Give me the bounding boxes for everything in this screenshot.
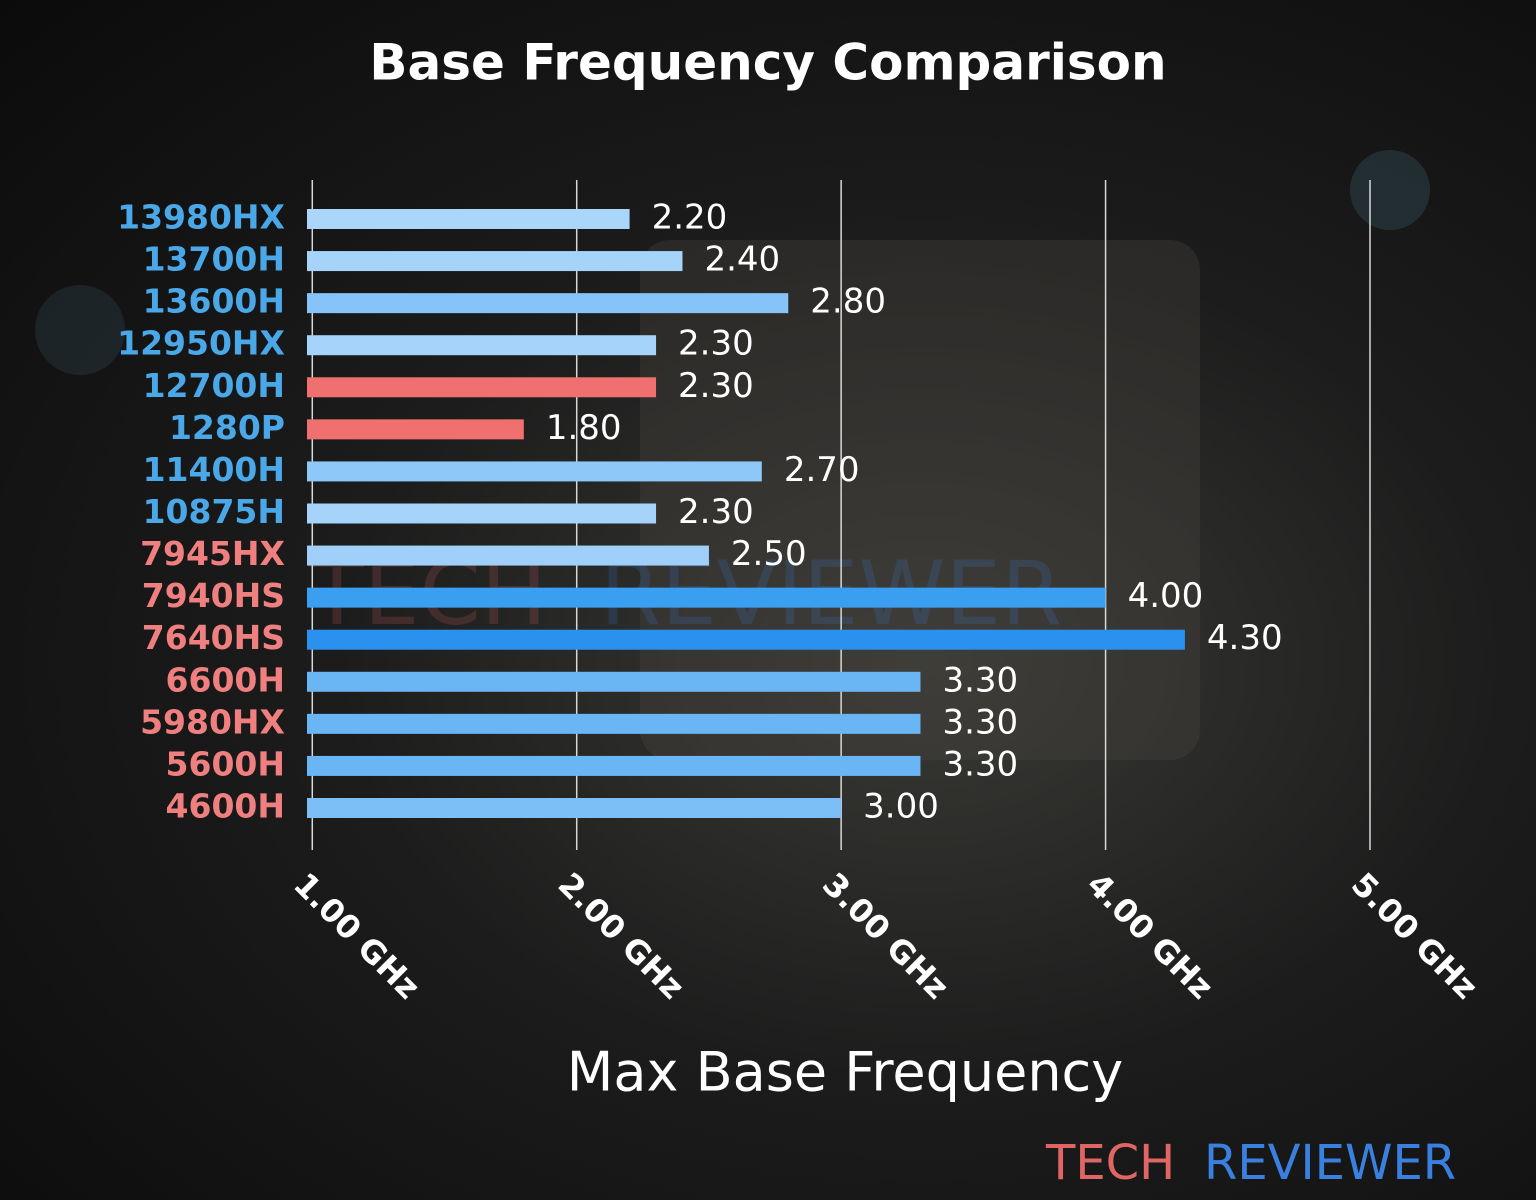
x-tick-label: 2.00 GHz bbox=[551, 865, 692, 1006]
bar bbox=[307, 545, 709, 566]
value-label: 1.80 bbox=[546, 408, 622, 448]
x-tick-label: 1.00 GHz bbox=[286, 865, 427, 1006]
y-tick-label: 13980HX bbox=[117, 198, 285, 237]
value-label: 2.80 bbox=[810, 282, 886, 322]
y-tick-label: 11400H bbox=[143, 450, 285, 489]
x-tick-label: 4.00 GHz bbox=[1080, 865, 1221, 1006]
value-label: 2.30 bbox=[678, 492, 754, 532]
value-label: 2.20 bbox=[652, 198, 728, 238]
y-tick-label: 10875H bbox=[143, 492, 285, 531]
y-tick-label: 12700H bbox=[143, 366, 285, 405]
value-label: 2.30 bbox=[678, 324, 754, 364]
value-label: 4.00 bbox=[1128, 576, 1204, 616]
background-shape bbox=[1350, 150, 1430, 230]
value-label: 2.50 bbox=[731, 534, 807, 574]
y-tick-label: 5600H bbox=[166, 744, 285, 783]
background-shape bbox=[35, 285, 125, 375]
y-tick-label: 5980HX bbox=[140, 702, 285, 741]
y-tick-label: 7940HS bbox=[142, 576, 285, 615]
y-tick-label: 7945HX bbox=[140, 534, 285, 573]
bar bbox=[307, 461, 762, 482]
bar bbox=[307, 755, 921, 776]
value-label: 2.40 bbox=[704, 240, 780, 280]
value-label: 4.30 bbox=[1207, 618, 1283, 658]
value-label: 3.30 bbox=[942, 744, 1018, 784]
bar bbox=[307, 503, 657, 524]
y-tick-label: 1280P bbox=[169, 408, 285, 447]
bar bbox=[307, 713, 921, 734]
y-tick-label: 12950HX bbox=[117, 324, 285, 363]
value-label: 2.70 bbox=[784, 450, 860, 490]
bar bbox=[307, 671, 921, 692]
y-tick-label: 13700H bbox=[143, 240, 285, 279]
bar bbox=[307, 209, 630, 229]
value-label: 2.30 bbox=[678, 366, 754, 406]
bar bbox=[307, 335, 657, 356]
y-tick-label: 13600H bbox=[143, 282, 285, 321]
value-label: 3.30 bbox=[942, 660, 1018, 700]
x-tick-label: 3.00 GHz bbox=[815, 865, 956, 1006]
bar bbox=[307, 251, 683, 272]
logo-part2: REVIEWER bbox=[1204, 1135, 1456, 1191]
bar bbox=[307, 629, 1185, 650]
y-tick-label: 4600H bbox=[166, 787, 285, 826]
logo-part1: TECH bbox=[1045, 1135, 1175, 1191]
bar bbox=[307, 798, 842, 818]
x-tick-label: 5.00 GHz bbox=[1344, 865, 1485, 1006]
bar bbox=[307, 419, 524, 440]
y-tick-label: 7640HS bbox=[142, 618, 285, 657]
value-label: 3.00 bbox=[863, 787, 939, 827]
bar bbox=[307, 377, 657, 398]
value-label: 3.30 bbox=[942, 702, 1018, 742]
y-tick-label: 6600H bbox=[166, 660, 285, 699]
bar bbox=[307, 293, 789, 314]
chart-title: Base Frequency Comparison bbox=[369, 34, 1166, 92]
x-axis-label: Max Base Frequency bbox=[567, 1041, 1123, 1104]
bar bbox=[307, 587, 1106, 608]
